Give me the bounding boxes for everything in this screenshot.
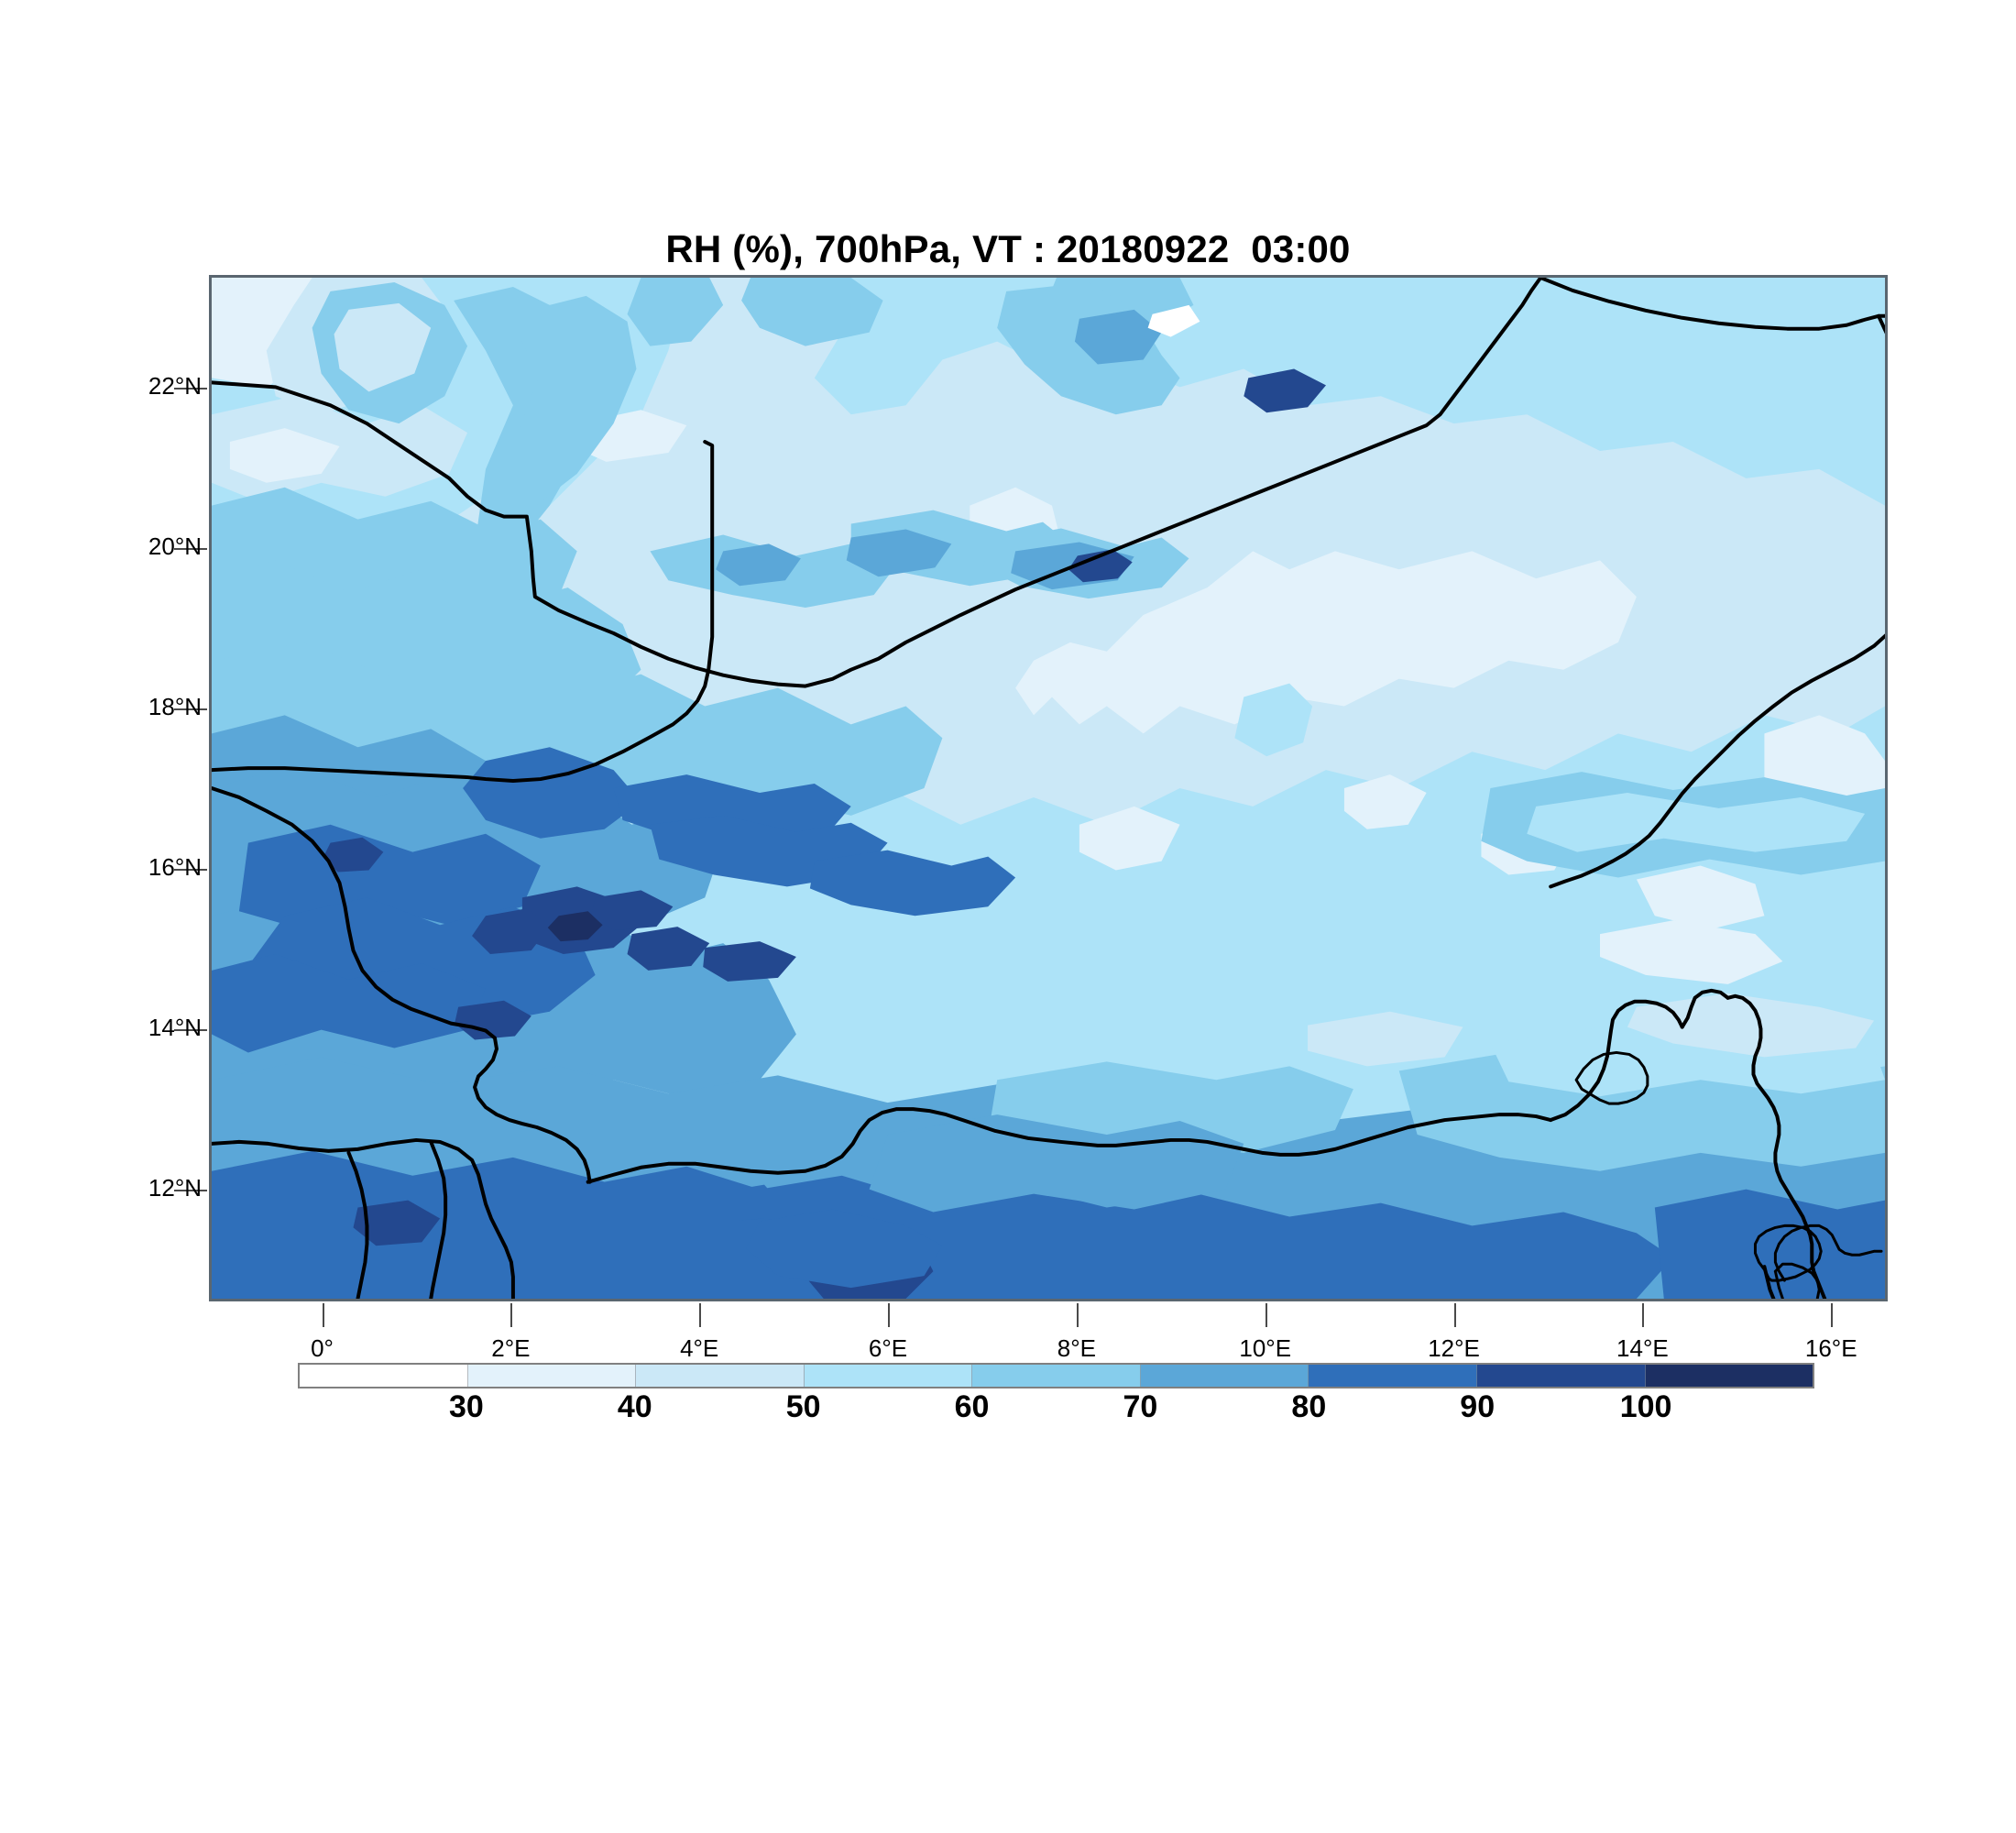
colorbar-tick-label: 60 (954, 1389, 990, 1424)
page-title: RH (%), 700hPa, VT : 20180922 03:00 (665, 227, 1351, 270)
colorbar-segment[interactable] (636, 1365, 805, 1387)
x-tick-label: 0° (311, 1334, 334, 1362)
colorbar-segment[interactable] (1140, 1365, 1309, 1387)
x-tick-label: 8°E (1057, 1334, 1096, 1362)
y-tick-label: 16°N (148, 852, 202, 881)
x-tick-label: 10°E (1239, 1334, 1292, 1362)
colorbar-tick-label: 100 (1619, 1389, 1672, 1424)
y-tick-label: 14°N (148, 1013, 202, 1041)
x-tick-mark (1831, 1303, 1834, 1327)
colorbar-segment[interactable] (804, 1365, 973, 1387)
colorbar-tick-label: 90 (1460, 1389, 1496, 1424)
map-plot-area[interactable] (209, 275, 1888, 1301)
x-tick-mark (1642, 1303, 1645, 1327)
colorbar-segment[interactable] (300, 1365, 468, 1387)
y-tick-mark (174, 1028, 207, 1031)
colorbar-segment[interactable] (972, 1365, 1141, 1387)
x-tick-label: 12°E (1428, 1334, 1480, 1362)
x-tick-label: 6°E (868, 1334, 908, 1362)
contour-map-svg (212, 278, 1885, 1299)
y-tick-mark (174, 868, 207, 871)
y-tick-mark (174, 547, 207, 550)
colorbar-tick-label: 30 (448, 1389, 484, 1424)
x-tick-mark (322, 1303, 324, 1327)
y-tick-mark (174, 387, 207, 390)
colorbar-tick-label: 50 (785, 1389, 821, 1424)
x-tick-label: 16°E (1804, 1334, 1857, 1362)
y-tick-label: 18°N (148, 692, 202, 720)
x-tick-mark (510, 1303, 513, 1327)
y-tick-label: 20°N (148, 532, 202, 560)
colorbar-tick-label: 40 (617, 1389, 652, 1424)
x-tick-label: 14°E (1616, 1334, 1669, 1362)
y-tick-label: 22°N (148, 371, 202, 400)
colorbar-tick-label: 80 (1291, 1389, 1327, 1424)
y-tick-mark (174, 1189, 207, 1191)
x-tick-mark (699, 1303, 702, 1327)
y-tick-mark (174, 708, 207, 710)
x-tick-mark (888, 1303, 891, 1327)
colorbar-segment[interactable] (1645, 1365, 1813, 1387)
y-tick-label: 12°N (148, 1173, 202, 1202)
colorbar[interactable] (298, 1363, 1814, 1388)
x-tick-label: 2°E (491, 1334, 531, 1362)
x-tick-label: 4°E (680, 1334, 719, 1362)
x-tick-mark (1453, 1303, 1456, 1327)
x-tick-mark (1265, 1303, 1267, 1327)
colorbar-segment[interactable] (1476, 1365, 1646, 1387)
colorbar-tick-label: 70 (1123, 1389, 1158, 1424)
colorbar-segment[interactable] (1309, 1365, 1477, 1387)
colorbar-segment[interactable] (467, 1365, 637, 1387)
x-tick-mark (1076, 1303, 1079, 1327)
